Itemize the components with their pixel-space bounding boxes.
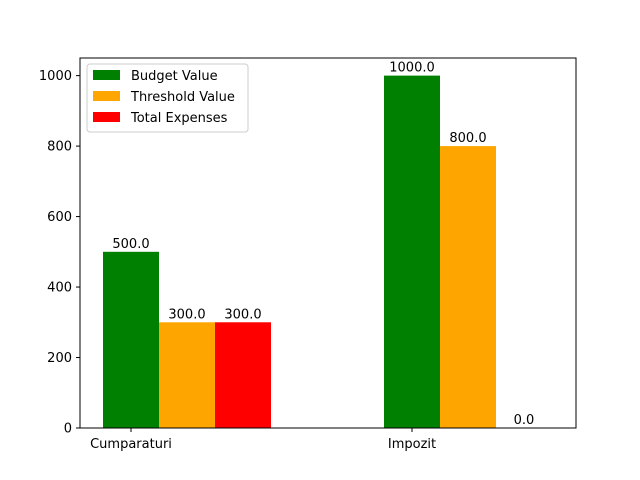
- y-tick-label: 400: [47, 281, 72, 296]
- legend-swatch-budget-value: [93, 70, 120, 80]
- legend-label-total-expenses: Total Expenses: [130, 111, 228, 126]
- y-tick-label: 800: [47, 140, 72, 155]
- data-label-total-expenses-cumparaturi: 300.0: [224, 307, 261, 322]
- data-label-budget-value-cumparaturi: 500.0: [112, 237, 149, 252]
- legend: Budget Value Threshold Value Total Expense…: [86, 63, 249, 133]
- x-tick-label: Impozit: [388, 437, 436, 452]
- x-tick-label: Cumparaturi: [90, 437, 172, 452]
- legend-label-budget-value: Budget Value: [131, 69, 218, 84]
- legend-swatch-total-expenses: [93, 112, 120, 122]
- y-tick-label: 0: [64, 422, 72, 437]
- data-label-total-expenses-impozit: 0.0: [514, 413, 535, 428]
- y-tick-label: 600: [47, 210, 72, 225]
- data-label-budget-value-impozit: 1000.0: [389, 61, 435, 76]
- bar-threshold-value-impozit: [440, 146, 496, 428]
- bar-threshold-value-cumparaturi: [159, 322, 215, 428]
- y-axis: 0 200 400 600 800 1000: [39, 69, 80, 437]
- y-tick-label: 1000: [39, 69, 72, 84]
- data-label-threshold-value-cumparaturi: 300.0: [168, 307, 205, 322]
- legend-swatch-threshold-value: [93, 91, 120, 101]
- legend-box: [86, 63, 249, 133]
- bars-layer: [103, 75, 496, 428]
- data-label-threshold-value-impozit: 800.0: [449, 131, 486, 146]
- bar-budget-value-cumparaturi: [103, 251, 159, 428]
- legend-label-threshold-value: Threshold Value: [130, 90, 235, 105]
- bar-budget-value-impozit: [384, 75, 440, 428]
- bar-total-expenses-cumparaturi: [215, 322, 271, 428]
- plot-frame: [79, 57, 577, 429]
- data-labels-layer: 500.0 1000.0 300.0 800.0 300.0 0.0: [112, 61, 534, 428]
- y-tick-label: 200: [47, 351, 72, 366]
- x-axis: Cumparaturi Impozit: [90, 428, 436, 452]
